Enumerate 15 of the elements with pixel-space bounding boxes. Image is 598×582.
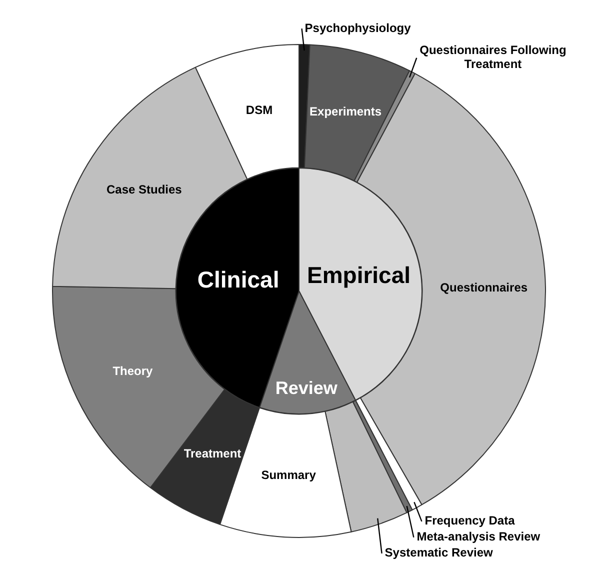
slice-label: Review [275, 378, 338, 398]
slice-label: Case Studies [106, 182, 182, 196]
slice-label: Theory [112, 364, 154, 378]
slice-label: Psychophysiology [304, 20, 412, 35]
slice-label: Questionnaires Following Treatment [420, 43, 566, 72]
slice-label: Experiments [310, 104, 382, 118]
slice-label: Questionnaires [440, 280, 528, 294]
slice-label: Treatment [184, 446, 242, 461]
slice-label: Empirical [306, 262, 411, 288]
slice-label: DSM [246, 102, 273, 117]
slice-label: Meta-analysis Review [416, 530, 541, 544]
slice-label: Summary [261, 468, 316, 482]
slice-label: Systematic Review [384, 546, 494, 560]
slice-label: Clinical [197, 266, 280, 292]
slice-label: Frequency Data [424, 514, 516, 528]
